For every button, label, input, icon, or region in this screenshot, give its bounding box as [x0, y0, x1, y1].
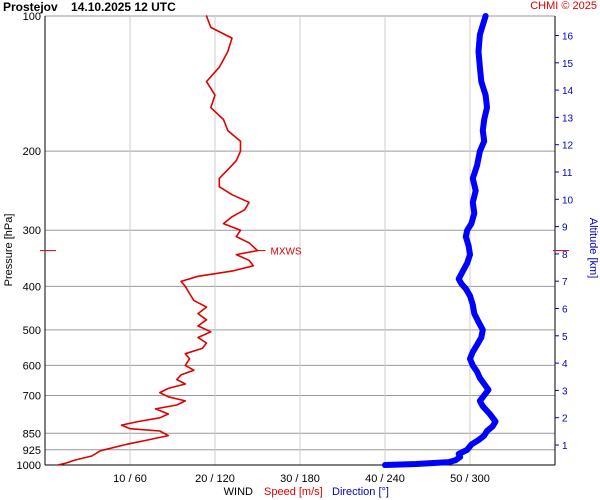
pressure-tick-label: 600	[23, 360, 41, 372]
altitude-axis-title: Altitude [km]	[587, 218, 599, 279]
speed-series-line	[56, 15, 259, 466]
series-layer	[56, 13, 499, 468]
sounding-datetime: 14.10.2025 12 UTC	[71, 0, 176, 14]
altitude-tick-label: 12	[562, 141, 574, 152]
wind-tick-label: 40 / 240	[365, 473, 405, 485]
altitude-tick-label: 16	[562, 32, 574, 43]
altitude-tick-label: 15	[562, 59, 574, 70]
altitude-tick-label: 11	[562, 168, 573, 179]
altitude-tick-label: 10	[562, 195, 574, 206]
altitude-tick-label: 2	[562, 414, 568, 425]
pressure-axis-title: Pressure [hPa]	[3, 214, 15, 287]
max-wind-label: MXWS	[271, 247, 302, 258]
pressure-tick-label: 500	[23, 325, 41, 337]
pressure-tick-label: 850	[23, 428, 41, 440]
pressure-tick-label: 700	[23, 390, 41, 402]
altitude-tick-label: 4	[562, 359, 568, 370]
wind-tick-label: 30 / 180	[280, 473, 320, 485]
direction-series-line	[382, 13, 499, 468]
pressure-tick-label: 1000	[17, 460, 41, 472]
pressure-tick-label: 100	[23, 11, 41, 23]
altitude-tick-label: 7	[562, 277, 568, 288]
wind-tick-label: 10 / 60	[113, 473, 147, 485]
chart-title: Prostejov 14.10.2025 12 UTC	[3, 0, 176, 14]
grid-layer	[45, 15, 555, 466]
altitude-tick-label: 13	[562, 113, 574, 124]
station-name: Prostejov	[3, 0, 58, 14]
wind-tick-label: 50 / 300	[450, 473, 490, 485]
pressure-tick-label: 200	[23, 146, 41, 158]
altitude-tick-label: 8	[562, 250, 568, 261]
speed-axis-title: Speed [m/s]	[264, 486, 323, 498]
wind-axis-title: WIND	[224, 486, 253, 498]
pressure-tick-label: 925	[23, 445, 41, 457]
altitude-tick-label: 1	[562, 441, 568, 452]
altitude-tick-label: 14	[562, 86, 574, 97]
altitude-tick-label: 5	[562, 332, 568, 343]
pressure-tick-label: 400	[23, 281, 41, 293]
axes-layer	[40, 16, 569, 466]
pressure-tick-label: 300	[23, 225, 41, 237]
altitude-tick-label: 6	[562, 305, 568, 316]
direction-axis-title: Direction [°]	[332, 486, 389, 498]
wind-tick-label: 20 / 120	[195, 473, 235, 485]
altitude-tick-label: 3	[562, 386, 568, 397]
copyright-label: CHMI © 2025	[530, 0, 597, 12]
altitude-tick-label: 9	[562, 223, 568, 234]
